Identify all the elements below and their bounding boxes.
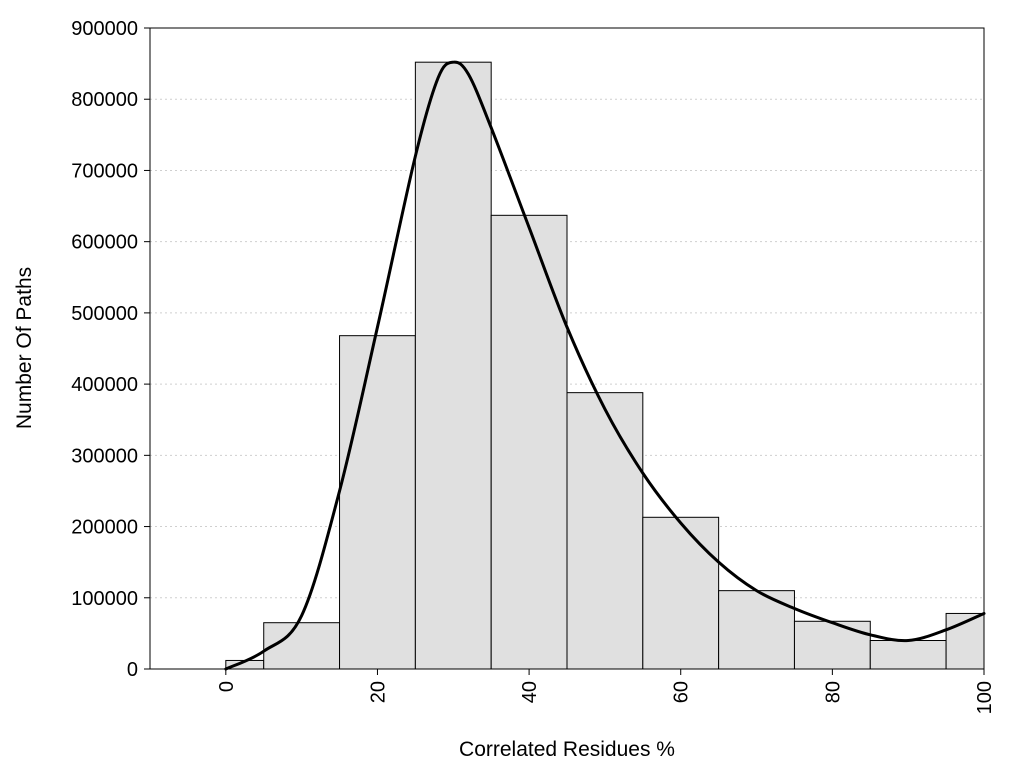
y-tick-label-7: 700000 <box>71 160 138 182</box>
y-axis-title: Number Of Paths <box>13 267 36 429</box>
plot-frame <box>149 27 985 670</box>
y-tick-label-1: 100000 <box>71 588 138 610</box>
density-curve <box>224 60 986 671</box>
y-tick-label-2: 200000 <box>71 517 138 539</box>
y-tick-label-6: 600000 <box>71 232 138 254</box>
y-tick-label-8: 800000 <box>71 89 138 111</box>
bar-9 <box>869 640 947 670</box>
x-tick-label-2: 40 <box>519 681 541 703</box>
y-tick-label-9: 900000 <box>71 18 138 40</box>
y-axis-ticks: 0 100000 200000 300000 400000 500000 600000 700… <box>71 18 150 681</box>
x-tick-label-5: 100 <box>974 681 996 714</box>
histogram-bars <box>225 61 985 670</box>
x-axis-title: Correlated Residues % <box>459 738 675 761</box>
bar-2 <box>339 335 416 670</box>
bar-3 <box>414 61 492 670</box>
y-tick-label-0: 0 <box>127 659 138 681</box>
bar-5 <box>566 392 644 670</box>
bar-6 <box>642 516 720 670</box>
y-tick-label-4: 400000 <box>71 374 138 396</box>
x-axis-ticks: 0 20 40 60 80 100 <box>216 669 996 714</box>
y-tick-label-5: 500000 <box>71 303 138 325</box>
x-tick-label-3: 60 <box>671 681 693 703</box>
x-tick-label-4: 80 <box>822 681 844 703</box>
bar-4 <box>490 214 568 670</box>
bar-8 <box>793 620 871 670</box>
y-tick-label-3: 300000 <box>71 445 138 467</box>
x-tick-label-1: 20 <box>367 681 389 703</box>
x-tick-label-0: 0 <box>216 681 238 692</box>
